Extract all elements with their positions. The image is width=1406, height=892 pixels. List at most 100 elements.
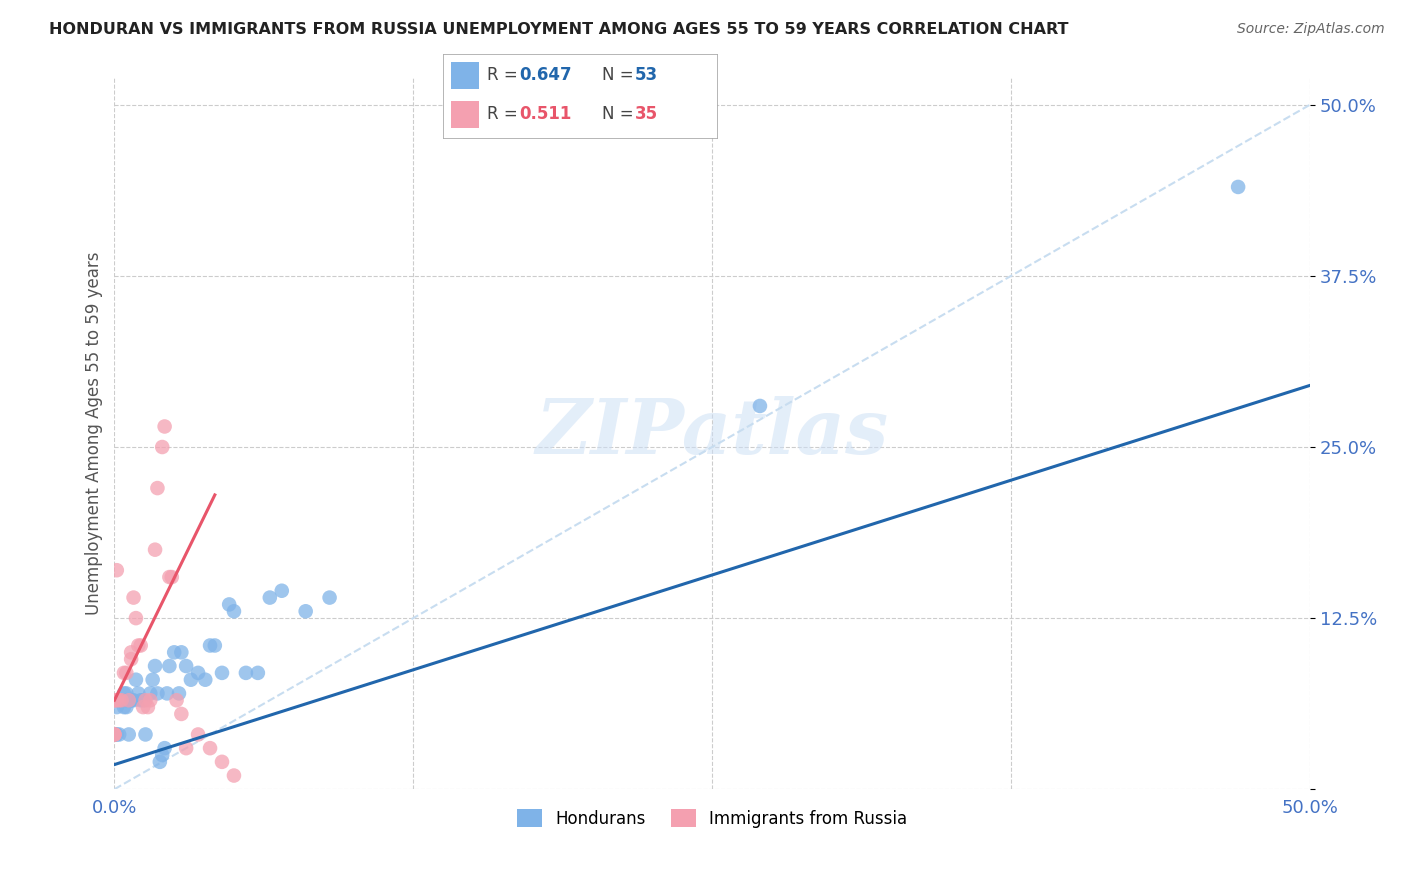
Point bbox=[143, 542, 166, 557]
Point bbox=[127, 639, 149, 653]
Point bbox=[218, 598, 240, 612]
Point bbox=[150, 747, 173, 762]
Point bbox=[157, 570, 180, 584]
Point bbox=[170, 645, 193, 659]
Point bbox=[103, 693, 125, 707]
Point bbox=[163, 645, 186, 659]
Text: 35: 35 bbox=[636, 105, 658, 123]
Point bbox=[132, 700, 155, 714]
Point bbox=[143, 659, 166, 673]
Point bbox=[150, 440, 173, 454]
Text: N =: N = bbox=[602, 105, 638, 123]
Point bbox=[174, 741, 197, 756]
Point bbox=[318, 591, 340, 605]
Point bbox=[749, 399, 772, 413]
Point bbox=[118, 727, 141, 741]
Text: 0.647: 0.647 bbox=[520, 66, 572, 84]
Point bbox=[187, 665, 209, 680]
Point bbox=[166, 693, 188, 707]
Point bbox=[125, 673, 148, 687]
Point bbox=[105, 727, 128, 741]
Point bbox=[120, 652, 142, 666]
Point bbox=[122, 591, 145, 605]
Text: R =: R = bbox=[486, 105, 529, 123]
Point bbox=[103, 727, 125, 741]
Point bbox=[153, 741, 176, 756]
Point bbox=[204, 639, 226, 653]
Point bbox=[103, 693, 125, 707]
Point bbox=[134, 727, 156, 741]
Point bbox=[103, 727, 125, 741]
Point bbox=[108, 727, 131, 741]
Point bbox=[259, 591, 281, 605]
Point bbox=[222, 604, 245, 618]
Point bbox=[129, 693, 152, 707]
Point bbox=[115, 700, 138, 714]
Point bbox=[294, 604, 316, 618]
Point bbox=[170, 706, 193, 721]
Point bbox=[112, 665, 135, 680]
Point bbox=[235, 665, 257, 680]
Point bbox=[110, 693, 132, 707]
Point bbox=[118, 693, 141, 707]
Point bbox=[157, 659, 180, 673]
Point bbox=[120, 693, 142, 707]
Point bbox=[167, 686, 190, 700]
Point bbox=[120, 645, 142, 659]
Point bbox=[174, 659, 197, 673]
Point bbox=[132, 693, 155, 707]
Text: N =: N = bbox=[602, 66, 638, 84]
Point bbox=[211, 755, 233, 769]
Point bbox=[103, 727, 125, 741]
Point bbox=[110, 693, 132, 707]
Point bbox=[246, 665, 269, 680]
Point bbox=[120, 693, 142, 707]
FancyBboxPatch shape bbox=[451, 62, 478, 89]
Point bbox=[146, 686, 169, 700]
Text: Source: ZipAtlas.com: Source: ZipAtlas.com bbox=[1237, 22, 1385, 37]
Point bbox=[129, 639, 152, 653]
Point bbox=[146, 481, 169, 495]
Y-axis label: Unemployment Among Ages 55 to 59 years: Unemployment Among Ages 55 to 59 years bbox=[86, 252, 103, 615]
Text: R =: R = bbox=[486, 66, 523, 84]
Text: 0.511: 0.511 bbox=[520, 105, 572, 123]
Point bbox=[139, 693, 162, 707]
Point bbox=[211, 665, 233, 680]
Point bbox=[105, 563, 128, 577]
Point bbox=[187, 727, 209, 741]
Point bbox=[115, 686, 138, 700]
Text: HONDURAN VS IMMIGRANTS FROM RUSSIA UNEMPLOYMENT AMONG AGES 55 TO 59 YEARS CORREL: HONDURAN VS IMMIGRANTS FROM RUSSIA UNEMP… bbox=[49, 22, 1069, 37]
Point bbox=[112, 686, 135, 700]
Point bbox=[156, 686, 179, 700]
Point bbox=[134, 693, 156, 707]
Point bbox=[115, 665, 138, 680]
Legend: Hondurans, Immigrants from Russia: Hondurans, Immigrants from Russia bbox=[510, 803, 914, 834]
Point bbox=[149, 755, 172, 769]
Point bbox=[125, 611, 148, 625]
Point bbox=[194, 673, 217, 687]
FancyBboxPatch shape bbox=[451, 101, 478, 128]
Point bbox=[122, 693, 145, 707]
Point bbox=[1227, 180, 1250, 194]
Text: ZIPatlas: ZIPatlas bbox=[536, 396, 889, 470]
Point bbox=[115, 693, 138, 707]
Point bbox=[180, 673, 202, 687]
Point bbox=[110, 693, 132, 707]
Point bbox=[198, 741, 221, 756]
Point bbox=[127, 686, 149, 700]
Point bbox=[142, 673, 165, 687]
Point bbox=[108, 693, 131, 707]
Point bbox=[103, 727, 125, 741]
Point bbox=[103, 727, 125, 741]
Point bbox=[103, 727, 125, 741]
Point bbox=[160, 570, 183, 584]
Point bbox=[222, 768, 245, 782]
Point bbox=[105, 693, 128, 707]
Point bbox=[108, 693, 131, 707]
Point bbox=[198, 639, 221, 653]
Text: 53: 53 bbox=[636, 66, 658, 84]
Point bbox=[270, 583, 292, 598]
Point bbox=[105, 700, 128, 714]
Point bbox=[136, 700, 159, 714]
Point bbox=[139, 686, 162, 700]
